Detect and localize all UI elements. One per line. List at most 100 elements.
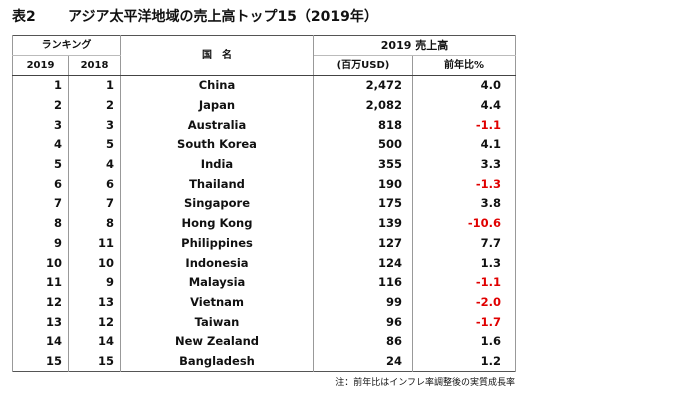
header-sales-unit: (百万USD) xyxy=(313,55,413,76)
ranking-table: ランキング 国 名 2019 売上高 2019 2018 (百万USD) 前年比… xyxy=(12,35,516,373)
country: China xyxy=(120,75,314,96)
footnote: 注：前年比はインフレ率調整後の実質成長率 xyxy=(335,378,515,388)
sales: 96 xyxy=(313,312,413,332)
table-row: 3 3 Australia 818 -1.1 xyxy=(12,115,516,136)
sales: 818 xyxy=(313,115,413,136)
table-label: 表2 xyxy=(12,9,36,25)
rank-2019: 7 xyxy=(12,194,69,214)
country: Hong Kong xyxy=(120,213,314,234)
country: Japan xyxy=(120,95,314,116)
growth: -10.6 xyxy=(412,213,516,234)
sales: 124 xyxy=(313,253,413,273)
sales: 24 xyxy=(313,351,413,372)
growth: 1.2 xyxy=(412,351,516,372)
rank-2019: 2 xyxy=(12,95,69,116)
sales: 116 xyxy=(313,272,413,293)
rank-2018: 15 xyxy=(68,351,121,372)
growth: 3.3 xyxy=(412,154,516,175)
table-row: 5 4 India 355 3.3 xyxy=(12,154,516,175)
country: Singapore xyxy=(120,194,314,214)
country: Taiwan xyxy=(120,312,314,332)
growth: 4.4 xyxy=(412,95,516,116)
rank-2018: 13 xyxy=(68,292,121,313)
table-row: 8 8 Hong Kong 139 -10.6 xyxy=(12,213,516,234)
table-row: 4 5 South Korea 500 4.1 xyxy=(12,135,516,155)
rank-2018: 3 xyxy=(68,115,121,136)
growth: -1.7 xyxy=(412,312,516,332)
country: Bangladesh xyxy=(120,351,314,372)
growth: 1.6 xyxy=(412,331,516,352)
table-row: 7 7 Singapore 175 3.8 xyxy=(12,194,516,214)
table-row: 12 13 Vietnam 99 -2.0 xyxy=(12,292,516,313)
rank-2019: 12 xyxy=(12,292,69,313)
sales: 355 xyxy=(313,154,413,175)
growth: -1.1 xyxy=(412,115,516,136)
rank-2019: 15 xyxy=(12,351,69,372)
header-rank-2018: 2018 xyxy=(68,55,121,76)
table-row: 13 12 Taiwan 96 -1.7 xyxy=(12,312,516,332)
table-row: 6 6 Thailand 190 -1.3 xyxy=(12,174,516,195)
rank-2019: 1 xyxy=(12,75,69,96)
sales: 2,082 xyxy=(313,95,413,116)
sales: 190 xyxy=(313,174,413,195)
rank-2019: 6 xyxy=(12,174,69,195)
country: Indonesia xyxy=(120,253,314,273)
header-sales: 2019 売上高 xyxy=(313,35,516,56)
header-ranking: ランキング xyxy=(12,35,121,56)
sales: 99 xyxy=(313,292,413,313)
rank-2019: 8 xyxy=(12,213,69,234)
rank-2019: 5 xyxy=(12,154,69,175)
country: Australia xyxy=(120,115,314,136)
country: Thailand xyxy=(120,174,314,195)
header-growth: 前年比% xyxy=(412,55,516,76)
country: Malaysia xyxy=(120,272,314,293)
rank-2018: 5 xyxy=(68,135,121,155)
rank-2018: 8 xyxy=(68,213,121,234)
sales: 175 xyxy=(313,194,413,214)
table-title: アジア太平洋地域の売上高トップ15（2019年） xyxy=(68,9,378,25)
country: South Korea xyxy=(120,135,314,155)
sales: 139 xyxy=(313,213,413,234)
sales: 2,472 xyxy=(313,75,413,96)
rank-2019: 11 xyxy=(12,272,69,293)
title: 表2 アジア太平洋地域の売上高トップ15（2019年） xyxy=(12,6,378,26)
rank-2018: 14 xyxy=(68,331,121,352)
sales: 127 xyxy=(313,233,413,254)
rank-2018: 1 xyxy=(68,75,121,96)
growth: -1.1 xyxy=(412,272,516,293)
header-rank-2019: 2019 xyxy=(12,55,69,76)
rank-2018: 9 xyxy=(68,272,121,293)
rank-2018: 7 xyxy=(68,194,121,214)
rank-2018: 6 xyxy=(68,174,121,195)
rank-2018: 4 xyxy=(68,154,121,175)
rank-2018: 2 xyxy=(68,95,121,116)
growth: -2.0 xyxy=(412,292,516,313)
country: Vietnam xyxy=(120,292,314,313)
rank-2019: 3 xyxy=(12,115,69,136)
growth: 7.7 xyxy=(412,233,516,254)
country: Philippines xyxy=(120,233,314,254)
rank-2019: 10 xyxy=(12,253,69,273)
rank-2018: 10 xyxy=(68,253,121,273)
country: India xyxy=(120,154,314,175)
sales: 500 xyxy=(313,135,413,155)
table-row: 1 1 China 2,472 4.0 xyxy=(12,75,516,96)
header-country: 国 名 xyxy=(120,35,314,76)
rank-2019: 14 xyxy=(12,331,69,352)
table-row: 10 10 Indonesia 124 1.3 xyxy=(12,253,516,273)
growth: 4.0 xyxy=(412,75,516,96)
table-body: 1 1 China 2,472 4.0 2 2 Japan 2,082 4.4 3 3 Australi… xyxy=(12,75,516,372)
rank-2018: 11 xyxy=(68,233,121,254)
table-row: 14 14 New Zealand 86 1.6 xyxy=(12,331,516,352)
country: New Zealand xyxy=(120,331,314,352)
table-row: 15 15 Bangladesh 24 1.2 xyxy=(12,351,516,372)
growth: -1.3 xyxy=(412,174,516,195)
table-row: 11 9 Malaysia 116 -1.1 xyxy=(12,272,516,293)
sales: 86 xyxy=(313,331,413,352)
table-row: 9 11 Philippines 127 7.7 xyxy=(12,233,516,254)
growth: 1.3 xyxy=(412,253,516,273)
rank-2019: 9 xyxy=(12,233,69,254)
rank-2019: 4 xyxy=(12,135,69,155)
growth: 3.8 xyxy=(412,194,516,214)
